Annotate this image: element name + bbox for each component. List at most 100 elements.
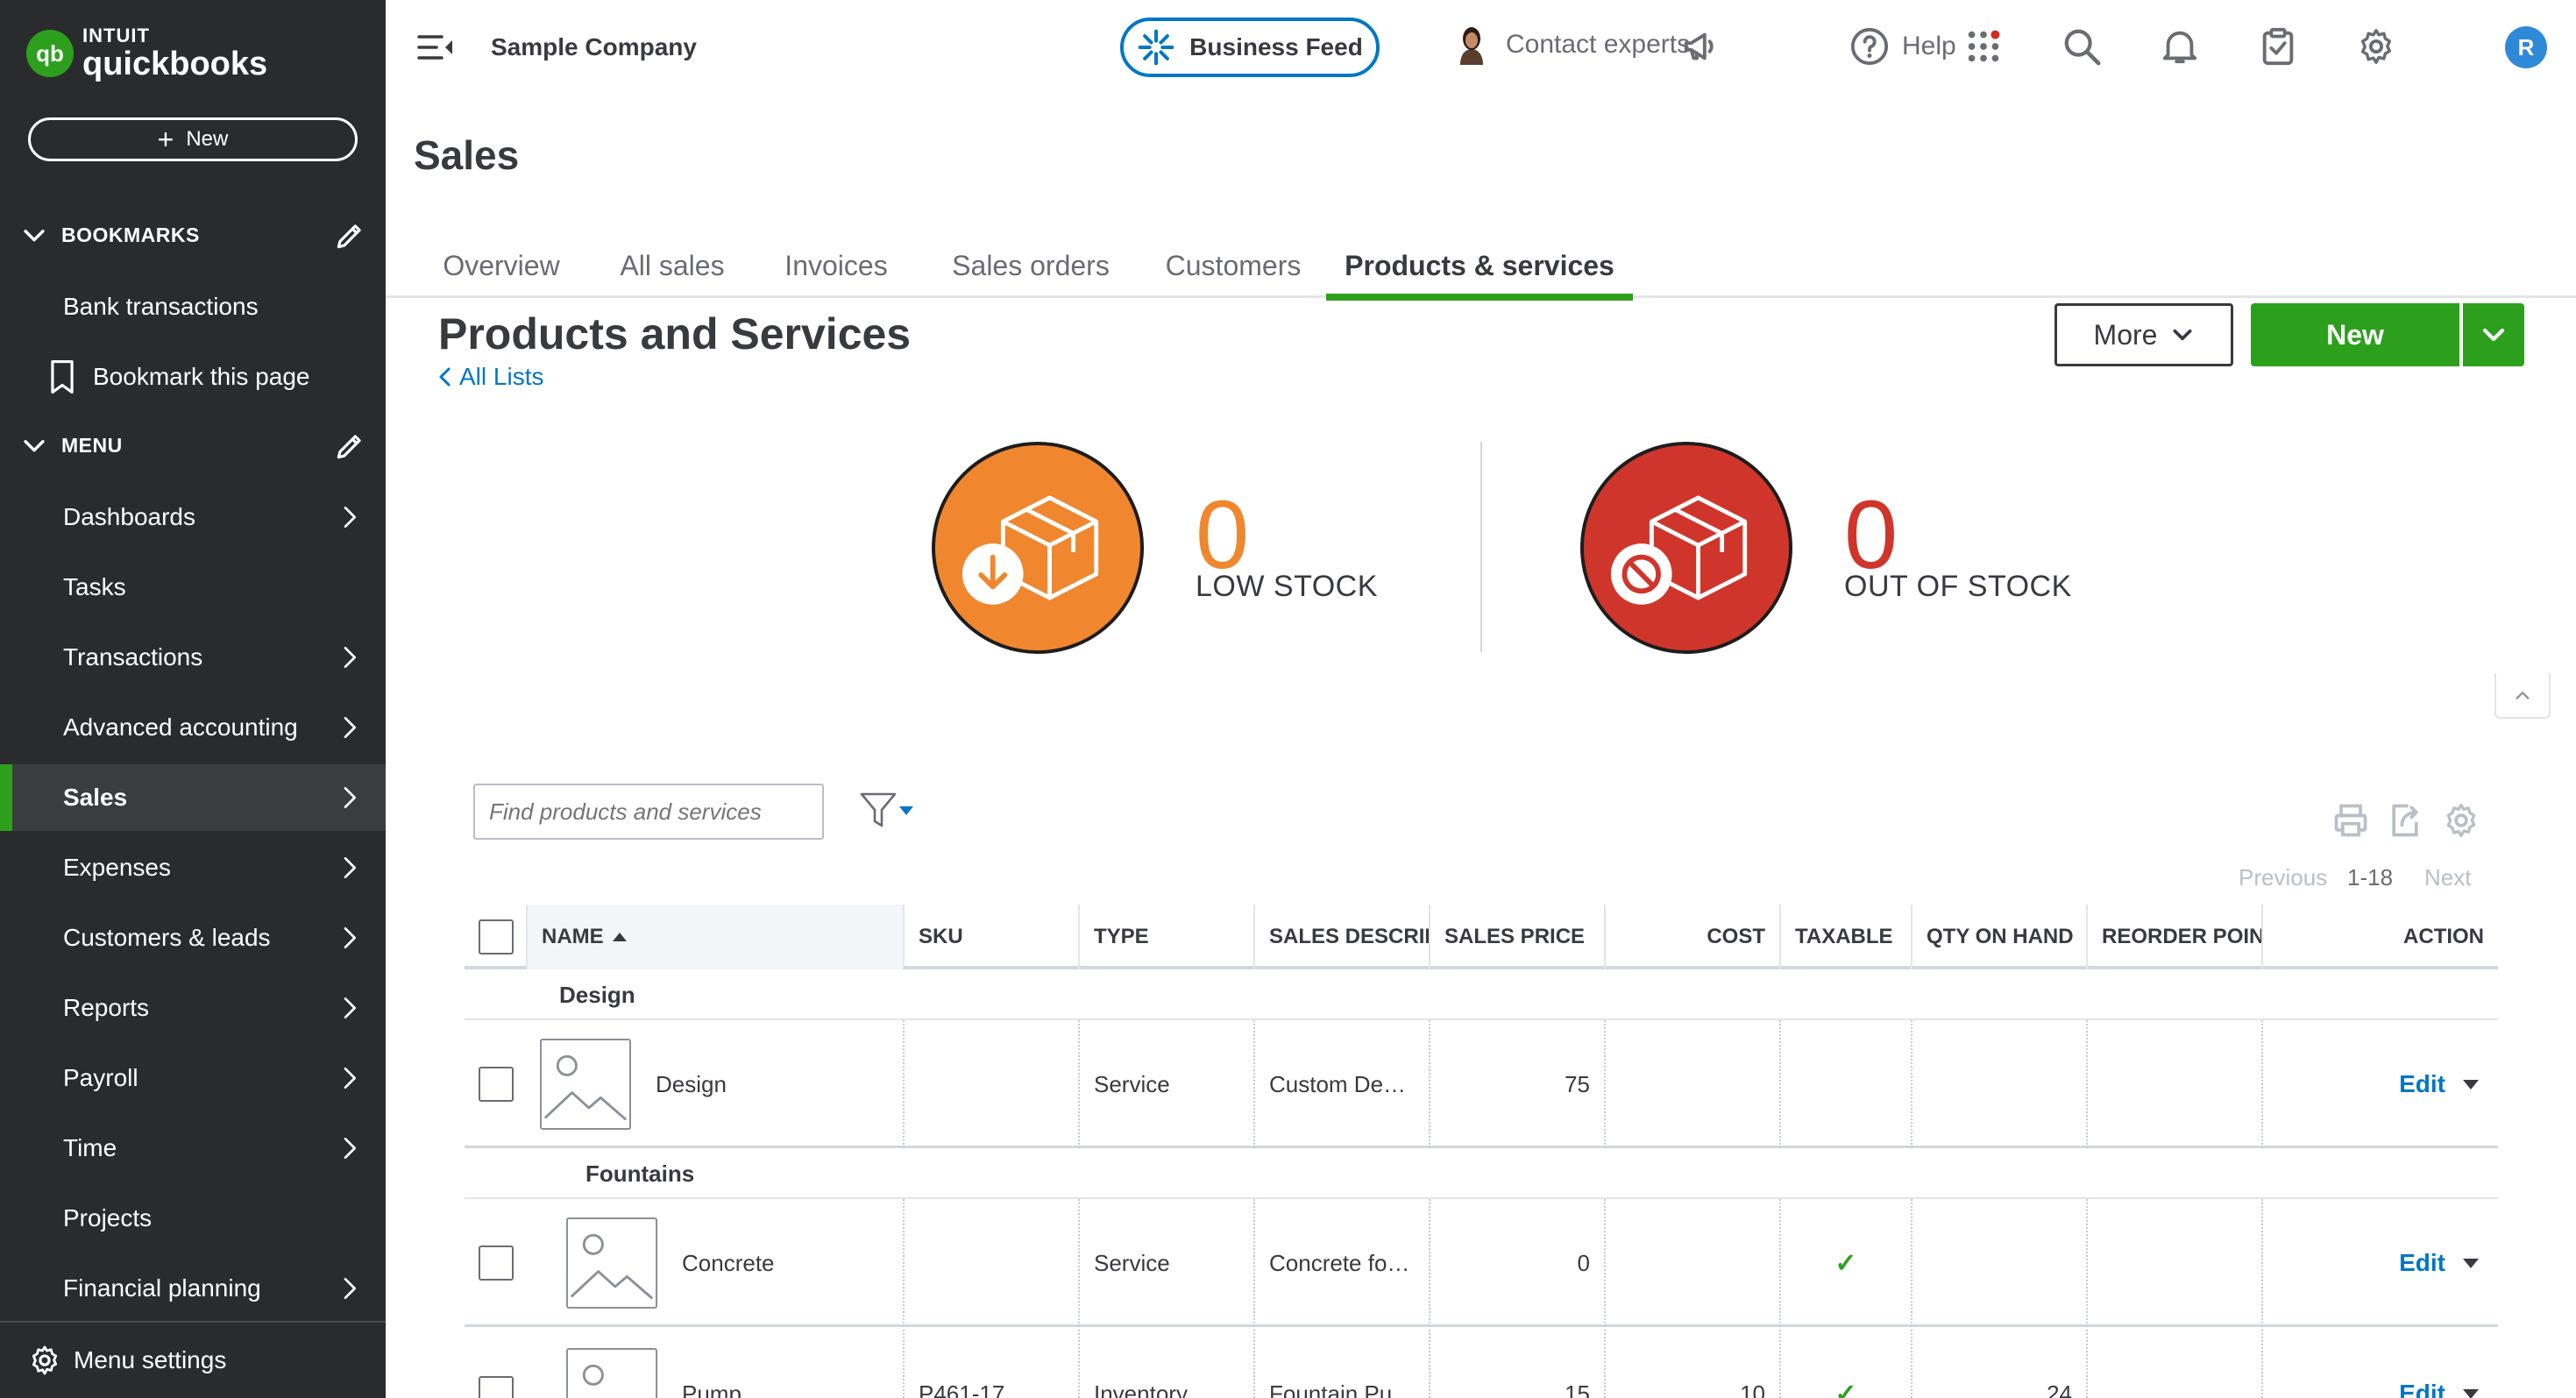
search-icon[interactable]: [2062, 26, 2102, 67]
quickbooks-logo[interactable]: qb INTUIT quickbooks: [26, 26, 267, 81]
menu-settings-button[interactable]: Menu settings: [0, 1321, 386, 1398]
tab-overview[interactable]: Overview: [443, 249, 560, 281]
sidebar-item-customers-leads[interactable]: Customers & leads: [0, 905, 386, 971]
new-item-dropdown[interactable]: [2463, 303, 2524, 366]
menu-header[interactable]: MENU: [0, 419, 386, 472]
action-dropdown-icon[interactable]: [2463, 1079, 2479, 1089]
out-of-stock-label: OUT OF STOCK: [1844, 570, 2072, 603]
pencil-icon[interactable]: [333, 219, 366, 252]
low-stock-count: 0: [1196, 481, 1250, 589]
print-icon[interactable]: [2331, 801, 2370, 840]
select-all-checkbox[interactable]: [479, 919, 514, 954]
megaphone-icon[interactable]: [1681, 26, 1721, 67]
all-lists-label: All Lists: [459, 363, 544, 390]
edit-link[interactable]: Edit: [2399, 1380, 2445, 1398]
cell-reorder-point: [2088, 1330, 2263, 1398]
tab-invoices[interactable]: Invoices: [784, 249, 888, 281]
column-header-sales-description[interactable]: SALES DESCRIP: [1255, 905, 1430, 969]
sidebar-item-label: Bookmark this page: [93, 363, 310, 390]
sidebar-item-tasks[interactable]: Tasks: [0, 554, 386, 621]
sidebar-new-button[interactable]: + New: [28, 117, 358, 161]
column-header-name[interactable]: NAME: [528, 905, 905, 969]
user-avatar[interactable]: R: [2505, 26, 2547, 68]
column-header-taxable[interactable]: TAXABLE: [1781, 905, 1912, 969]
column-header-sku[interactable]: SKU: [905, 905, 1080, 969]
tab-all-sales[interactable]: All sales: [620, 249, 725, 281]
product-name[interactable]: Pump: [682, 1380, 742, 1398]
sidebar-item-projects[interactable]: Projects: [0, 1185, 386, 1252]
product-name[interactable]: Concrete: [682, 1249, 775, 1276]
tab-products-services[interactable]: Products & services: [1326, 233, 1633, 301]
edit-link[interactable]: Edit: [2399, 1070, 2445, 1097]
out-of-stock-count: 0: [1844, 481, 1898, 589]
table-row: Concrete Service Concrete fo… 0 ✓ Edit: [465, 1199, 2498, 1327]
cell-sales-description: Concrete fo…: [1255, 1199, 1430, 1327]
table-settings-gear-icon[interactable]: [2442, 801, 2480, 840]
column-header-type[interactable]: TYPE: [1080, 905, 1255, 969]
action-dropdown-icon[interactable]: [2463, 1388, 2479, 1398]
contact-experts-button[interactable]: Contact experts: [1453, 23, 1690, 67]
pager-previous[interactable]: Previous: [2239, 864, 2328, 891]
more-button[interactable]: More: [2054, 303, 2233, 366]
cell-qty-on-hand: [1912, 1199, 2088, 1327]
edit-link[interactable]: Edit: [2399, 1249, 2445, 1276]
contact-experts-label: Contact experts: [1506, 30, 1691, 59]
cell-action: Edit: [2263, 1020, 2498, 1148]
sidebar-item-reports[interactable]: Reports: [0, 975, 386, 1041]
sidebar-item-payroll[interactable]: Payroll: [0, 1045, 386, 1111]
sidebar-item-bank-transactions[interactable]: Bank transactions: [0, 273, 386, 340]
out-of-stock-tile[interactable]: [1580, 442, 1792, 654]
collapse-menu-icon[interactable]: [417, 32, 456, 63]
cell-type: Inventory: [1080, 1330, 1255, 1398]
tab-sales-orders[interactable]: Sales orders: [952, 249, 1110, 281]
sidebar-item-financial-planning[interactable]: Financial planning: [0, 1255, 386, 1322]
search-input[interactable]: [473, 784, 824, 840]
company-name[interactable]: Sample Company: [491, 33, 697, 60]
help-button[interactable]: Help: [1849, 26, 1956, 67]
sidebar-item-dashboards[interactable]: Dashboards: [0, 484, 386, 550]
bookmarks-header-label: BOOKMARKS: [61, 223, 200, 246]
row-checkbox[interactable]: [479, 1245, 514, 1281]
sidebar-item-advanced-accounting[interactable]: Advanced accounting: [0, 694, 386, 761]
pager-next[interactable]: Next: [2424, 864, 2472, 891]
cell-reorder-point: [2088, 1199, 2263, 1327]
sidebar-item-label: Customers & leads: [63, 924, 271, 951]
group-label: Fountains: [585, 1160, 695, 1187]
action-dropdown-icon[interactable]: [2463, 1258, 2479, 1268]
chevron-down-icon: [24, 440, 45, 452]
bookmark-this-page[interactable]: Bookmark this page: [0, 344, 386, 410]
sidebar-item-sales[interactable]: Sales: [0, 764, 386, 831]
products-services-title: Products and Services: [438, 309, 912, 358]
all-lists-link[interactable]: All Lists: [436, 363, 543, 391]
sidebar-item-expenses[interactable]: Expenses: [0, 834, 386, 901]
column-header-reorder-point[interactable]: REORDER POIN: [2088, 905, 2263, 969]
product-name[interactable]: Design: [656, 1070, 727, 1097]
row-checkbox[interactable]: [479, 1067, 514, 1102]
column-header-sales-price[interactable]: SALES PRICE: [1430, 905, 1606, 969]
pencil-icon[interactable]: [333, 429, 366, 463]
filter-icon[interactable]: [859, 791, 917, 831]
gear-icon[interactable]: [2356, 26, 2396, 67]
chevron-down-icon: [2482, 328, 2505, 342]
export-icon[interactable]: [2386, 801, 2424, 840]
apps-grid-icon[interactable]: [1963, 26, 2004, 67]
cell-qty-on-hand: 24: [1912, 1330, 2088, 1398]
new-item-button[interactable]: New: [2251, 303, 2459, 366]
row-checkbox[interactable]: [479, 1376, 514, 1398]
column-header-cost[interactable]: COST: [1606, 905, 1781, 969]
sidebar-item-time[interactable]: Time: [0, 1115, 386, 1182]
low-stock-tile[interactable]: [932, 442, 1144, 654]
bell-icon[interactable]: [2160, 26, 2200, 67]
bookmarks-header[interactable]: BOOKMARKS: [0, 209, 386, 261]
cell-sku: P461-17: [905, 1330, 1080, 1398]
tab-customers[interactable]: Customers: [1165, 249, 1302, 281]
clipboard-icon[interactable]: [2258, 26, 2298, 67]
sidebar-new-label: New: [186, 127, 229, 151]
column-header-action: ACTION: [2403, 925, 2484, 948]
business-feed-button[interactable]: Business Feed: [1120, 18, 1380, 77]
sidebar-item-transactions[interactable]: Transactions: [0, 624, 386, 691]
collapse-panel-button[interactable]: [2494, 673, 2551, 719]
column-header-qty-on-hand[interactable]: QTY ON HAND: [1912, 905, 2088, 969]
sidebar-item-label: Dashboards: [63, 503, 195, 530]
table-header: NAME SKU TYPE SALES DESCRIP SALES PRICE …: [465, 905, 2498, 969]
